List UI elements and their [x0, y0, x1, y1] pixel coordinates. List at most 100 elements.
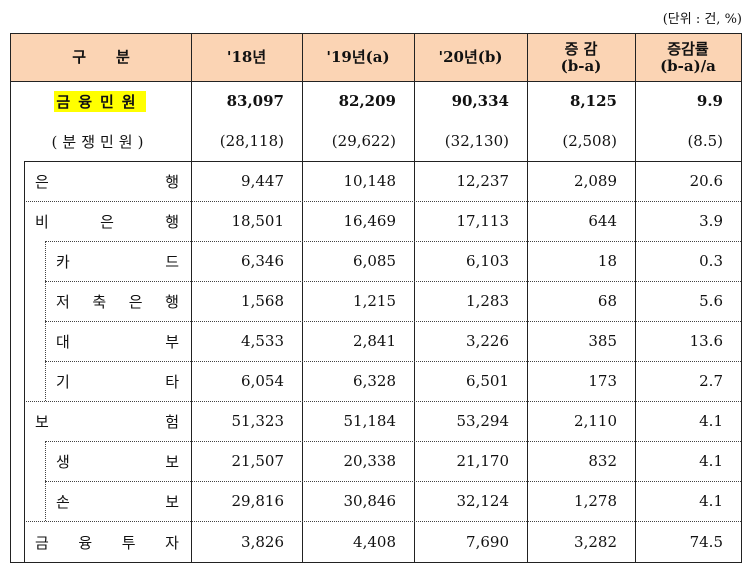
column-divider: [527, 34, 528, 562]
value-cell: 0.3: [699, 252, 723, 270]
group-border: [24, 321, 25, 361]
header-2020: '20년(b): [438, 48, 503, 66]
header-change: 증 감 (b-a): [527, 34, 635, 81]
label-char: 투: [121, 533, 136, 552]
value-cell: 173: [588, 372, 617, 390]
label-char: 보: [165, 452, 179, 471]
value-cell: 3.9: [699, 212, 723, 230]
complaints-table: 구 분 '18년 '19년(a) '20년(b) 증 감 (b-a) 증감률 (b-…: [10, 33, 742, 563]
label-char: 금: [35, 533, 49, 552]
table-row: 금 융 투 자 3,826 4,408 7,690 3,282 74.5: [11, 521, 741, 563]
header-category: 구 분: [72, 48, 130, 66]
value-cell: 4.1: [699, 412, 723, 430]
unit-note: (단위 : 건, %): [662, 12, 742, 27]
value-cell: 6,501: [466, 372, 509, 390]
row-separator: [45, 241, 741, 242]
row-label: 금융민원: [11, 81, 191, 121]
group-border: [24, 361, 25, 401]
value-cell: 6,346: [241, 252, 284, 270]
table-row: 기 타 6,054 6,328 6,501 173 2.7: [11, 361, 741, 401]
row-separator: [24, 401, 741, 402]
label-char: 비: [35, 212, 49, 231]
header-change-l2: (b-a): [560, 56, 602, 75]
label-char: 행: [165, 172, 179, 191]
value-cell: 83,097: [226, 92, 284, 110]
row-separator: [45, 361, 741, 362]
label-char: 저: [56, 292, 70, 311]
value-cell: 12,237: [456, 172, 510, 190]
value-cell: 4,408: [353, 533, 396, 551]
label-char: 손: [56, 492, 70, 511]
column-divider: [414, 34, 415, 562]
label-char: 행: [165, 212, 179, 231]
value-cell: 16,469: [343, 212, 397, 230]
value-cell: 644: [588, 212, 617, 230]
label-char: 자: [165, 533, 179, 552]
column-divider: [302, 34, 303, 562]
column-divider: [635, 34, 636, 562]
table-row: 은 행 9,447 10,148 12,237 2,089 20.6: [11, 161, 741, 201]
value-cell: 29,816: [231, 492, 285, 510]
value-cell: 6,054: [241, 372, 284, 390]
value-cell: 385: [588, 332, 617, 350]
value-cell: 1,568: [241, 292, 284, 310]
value-cell: 3,826: [241, 533, 284, 551]
label-text: (분쟁민원): [51, 132, 149, 151]
value-cell: (29,622): [331, 132, 396, 150]
value-cell: 2,089: [574, 172, 617, 190]
table-header: 구 분 '18년 '19년(a) '20년(b) 증 감 (b-a) 증감률 (b-…: [11, 34, 741, 82]
row-separator: [45, 281, 741, 282]
value-cell: 9.9: [696, 92, 723, 110]
row-separator: [45, 321, 741, 322]
value-cell: 1,278: [574, 492, 617, 510]
table-row: 저 축 은 행 1,568 1,215 1,283 68 5.6: [11, 281, 741, 321]
row-separator: [24, 201, 741, 202]
value-cell: 3,226: [466, 332, 509, 350]
table-row: 손 보 29,816 30,846 32,124 1,278 4.1: [11, 481, 741, 521]
value-cell: 82,209: [338, 92, 396, 110]
value-cell: 2.7: [699, 372, 723, 390]
value-cell: (28,118): [219, 132, 284, 150]
header-2018: '18년: [226, 48, 267, 66]
column-divider: [191, 34, 192, 562]
value-cell: 74.5: [689, 533, 723, 551]
value-cell: 3,282: [574, 533, 617, 551]
value-cell: 51,184: [343, 412, 397, 430]
label-char: 생: [56, 452, 70, 471]
value-cell: 8,125: [570, 92, 617, 110]
value-cell: 51,323: [231, 412, 285, 430]
value-cell: 30,846: [343, 492, 397, 510]
value-cell: 9,447: [241, 172, 284, 190]
label-char: 부: [165, 332, 179, 351]
value-cell: 6,103: [466, 252, 509, 270]
value-cell: 18: [597, 252, 617, 270]
label-char: 대: [56, 332, 70, 351]
value-cell: (32,130): [444, 132, 509, 150]
row-label: (분쟁민원): [11, 121, 191, 161]
group-border: [24, 241, 25, 281]
label-char: 험: [165, 412, 179, 431]
value-cell: 5.6: [699, 292, 723, 310]
label-char: 축: [92, 292, 107, 311]
table-row: 비 은 행 18,501 16,469 17,113 644 3.9: [11, 201, 741, 241]
label-char: 은: [35, 172, 49, 191]
table-row: 생 보 21,507 20,338 21,170 832 4.1: [11, 441, 741, 481]
value-cell: 21,507: [231, 452, 285, 470]
table-row: (분쟁민원) (28,118) (29,622) (32,130) (2,508) (8.…: [11, 121, 741, 161]
value-cell: 4.1: [699, 492, 723, 510]
value-cell: 2,110: [574, 412, 617, 430]
value-cell: 6,085: [353, 252, 396, 270]
label-char: 보: [35, 412, 49, 431]
value-cell: 4,533: [241, 332, 284, 350]
label-char: 은: [100, 212, 114, 231]
value-cell: 13.6: [689, 332, 723, 350]
value-cell: 10,148: [343, 172, 397, 190]
value-cell: 2,841: [353, 332, 396, 350]
